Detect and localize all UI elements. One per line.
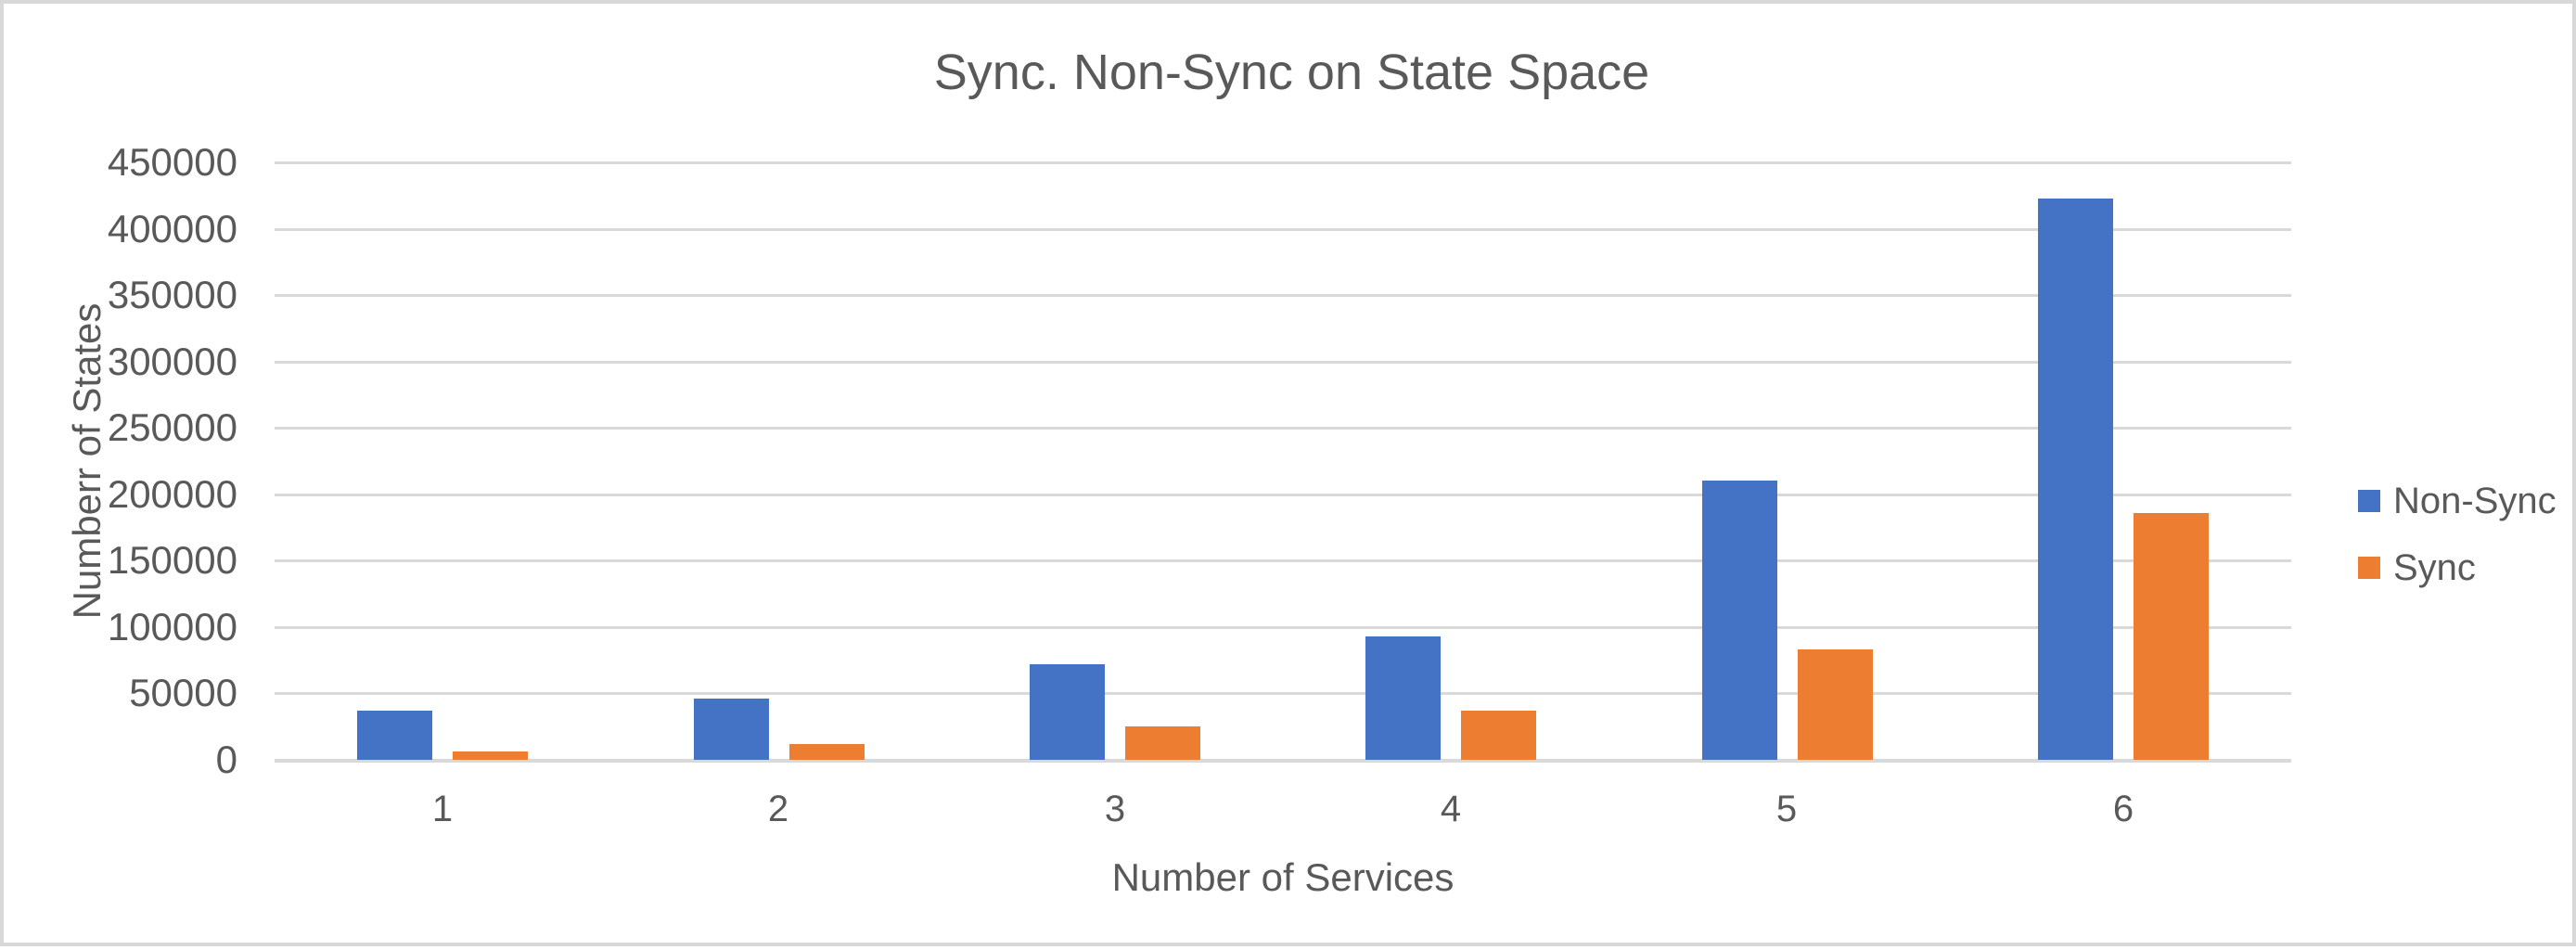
- y-tick-label: 50000: [129, 671, 237, 715]
- y-tick-label: 250000: [107, 405, 237, 450]
- legend-marker-non-sync-icon: [2358, 490, 2380, 512]
- gridline: [275, 161, 2291, 164]
- bar-sync-3: [1125, 726, 1200, 760]
- bar-sync-5: [1798, 649, 1873, 760]
- x-tick-label: 4: [1440, 789, 1462, 829]
- bar-non-sync-4: [1365, 636, 1441, 760]
- y-tick-label: 400000: [107, 206, 237, 250]
- gridline: [275, 294, 2291, 298]
- plot-area: [4, 4, 2576, 950]
- legend-label: Sync: [2393, 546, 2476, 588]
- y-tick-label: 350000: [107, 273, 237, 317]
- x-axis-line: [275, 759, 2291, 763]
- gridline: [275, 625, 2291, 629]
- bar-non-sync-2: [694, 699, 769, 760]
- bar-sync-4: [1461, 711, 1536, 760]
- gridline: [275, 427, 2291, 430]
- bar-non-sync-3: [1030, 664, 1105, 760]
- x-tick-label: 1: [431, 789, 454, 829]
- legend-marker-sync-icon: [2358, 557, 2380, 579]
- y-tick-label: 0: [215, 738, 237, 781]
- y-tick-label: 100000: [107, 604, 237, 648]
- legend-label: Non-Sync: [2393, 480, 2557, 521]
- gridline: [275, 360, 2291, 364]
- legend-item-non-sync: Non-Sync: [2358, 481, 2557, 521]
- bar-non-sync-1: [357, 711, 432, 760]
- chart-title: Sync. Non-Sync on State Space: [933, 45, 1650, 100]
- gridline: [275, 559, 2291, 563]
- bar-non-sync-6: [2038, 199, 2113, 760]
- y-tick-label: 200000: [107, 471, 237, 516]
- x-axis-title: Number of Services: [1111, 855, 1455, 899]
- gridline: [275, 227, 2291, 231]
- bar-sync-1: [453, 751, 528, 760]
- x-tick-label: 5: [1775, 789, 1798, 829]
- y-tick-label: 300000: [107, 339, 237, 383]
- y-tick-label: 450000: [107, 140, 237, 184]
- gridline: [275, 692, 2291, 696]
- x-tick-label: 2: [767, 789, 789, 829]
- bar-sync-2: [789, 744, 865, 760]
- x-tick-label: 6: [2112, 789, 2134, 829]
- bar-non-sync-5: [1702, 481, 1777, 760]
- gridline: [275, 493, 2291, 496]
- y-tick-label: 150000: [107, 538, 237, 583]
- bar-sync-6: [2134, 513, 2209, 760]
- legend-item-sync: Sync: [2358, 547, 2476, 588]
- x-tick-label: 3: [1104, 789, 1126, 829]
